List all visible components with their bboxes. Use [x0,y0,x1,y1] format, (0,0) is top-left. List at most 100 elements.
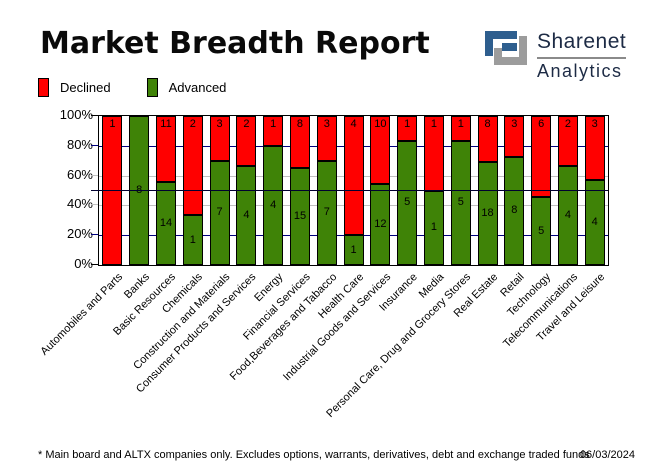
segment-declined: 1 [450,116,471,141]
declined-value-label: 8 [296,118,304,130]
segment-declined: 11 [155,116,176,182]
segment-advanced: 5 [397,140,418,265]
sharenet-logo-icon [485,31,527,65]
segment-advanced: 8 [129,116,150,265]
segment-advanced: 4 [557,165,578,265]
segment-declined: 6 [531,116,552,198]
chart-legend: Declined Advanced [38,78,226,97]
legend-label-advanced: Advanced [168,80,227,95]
stacked-bar: 1 [102,116,123,265]
segment-advanced: 4 [236,165,257,265]
segment-advanced: 18 [477,161,498,265]
advanced-value-label: 1 [350,243,357,256]
stacked-bar: 8 18 [477,116,498,265]
declined-value-label: 3 [591,118,598,130]
segment-declined: 8 [477,116,498,162]
sharenet-logo: Sharenet Analytics [484,30,627,82]
logo-subtitle: Analytics [537,61,623,81]
y-axis-label: 100% [59,107,93,122]
bar-group-10: 10 12 [367,116,394,265]
declined-value-label: 1 [457,118,464,130]
declined-color-swatch [38,78,49,97]
segment-declined: 1 [263,116,284,146]
segment-declined: 2 [557,116,578,166]
segment-declined: 2 [182,116,203,216]
declined-value-label: 1 [109,118,116,130]
segment-advanced: 8 [504,156,525,265]
advanced-value-label: 7 [323,206,330,219]
advanced-value-label: 18 [481,206,494,219]
bar-series: 1811142137241481537411012151115818386524… [99,116,608,265]
y-axis-label: 20% [66,226,93,242]
page-title: Market Breadth Report [40,26,430,61]
declined-value-label: 8 [484,118,491,130]
segment-advanced: 1 [423,190,444,265]
segment-advanced: 14 [155,181,176,265]
advanced-value-label: 4 [270,198,277,211]
declined-value-label: 4 [350,118,357,130]
segment-declined: 4 [343,116,364,236]
advanced-value-label: 14 [159,216,173,229]
advanced-value-label: 7 [216,206,223,219]
stacked-bar: 8 [129,116,150,265]
advanced-value-label: 4 [591,215,598,228]
advanced-value-label: 8 [511,204,518,217]
bar-group-0: 1 [99,116,126,265]
declined-value-label: 2 [189,118,196,130]
segment-advanced: 1 [343,235,364,265]
advanced-value-label: 5 [457,196,464,209]
declined-value-label: 1 [270,118,277,130]
y-axis-label: 80% [66,136,93,152]
fifty-percent-reference-line [91,189,608,191]
declined-value-label: 3 [216,118,223,130]
segment-declined: 10 [370,116,391,184]
declined-value-label: 2 [243,118,250,130]
segment-advanced: 4 [584,179,605,265]
stacked-bar: 10 12 [370,116,391,265]
legend-item-declined: Declined [38,78,111,97]
advanced-value-label: 1 [189,233,196,246]
legend-label-declined: Declined [60,80,111,95]
logo-brand: Sharenet [537,30,627,59]
x-axis-label: Automobiles and Parts [38,271,125,358]
bar-group-14: 8 18 [474,116,501,265]
y-axis-tick [91,115,98,116]
y-axis-label: 40% [66,196,93,212]
segment-declined: 3 [316,116,337,161]
footnote: * Main board and ALTX companies only. Ex… [38,449,590,461]
bar-group-1: 8 [126,116,153,265]
y-axis-tick [91,264,98,265]
y-axis-tick [91,204,98,206]
logo-text: Sharenet Analytics [537,30,627,82]
segment-advanced: 5 [531,197,552,265]
segment-advanced: 7 [209,160,230,265]
advanced-color-swatch [146,78,158,97]
declined-value-label: 3 [511,118,518,130]
advanced-value-label: 12 [374,217,387,230]
declined-value-label: 11 [160,118,172,130]
declined-value-label: 3 [323,118,330,130]
y-axis-label: 60% [66,166,93,182]
segment-advanced: 7 [316,160,337,265]
segment-declined: 1 [397,116,418,141]
segment-advanced: 4 [263,145,284,265]
segment-declined: 3 [584,116,605,180]
advanced-value-label: 5 [538,224,545,237]
